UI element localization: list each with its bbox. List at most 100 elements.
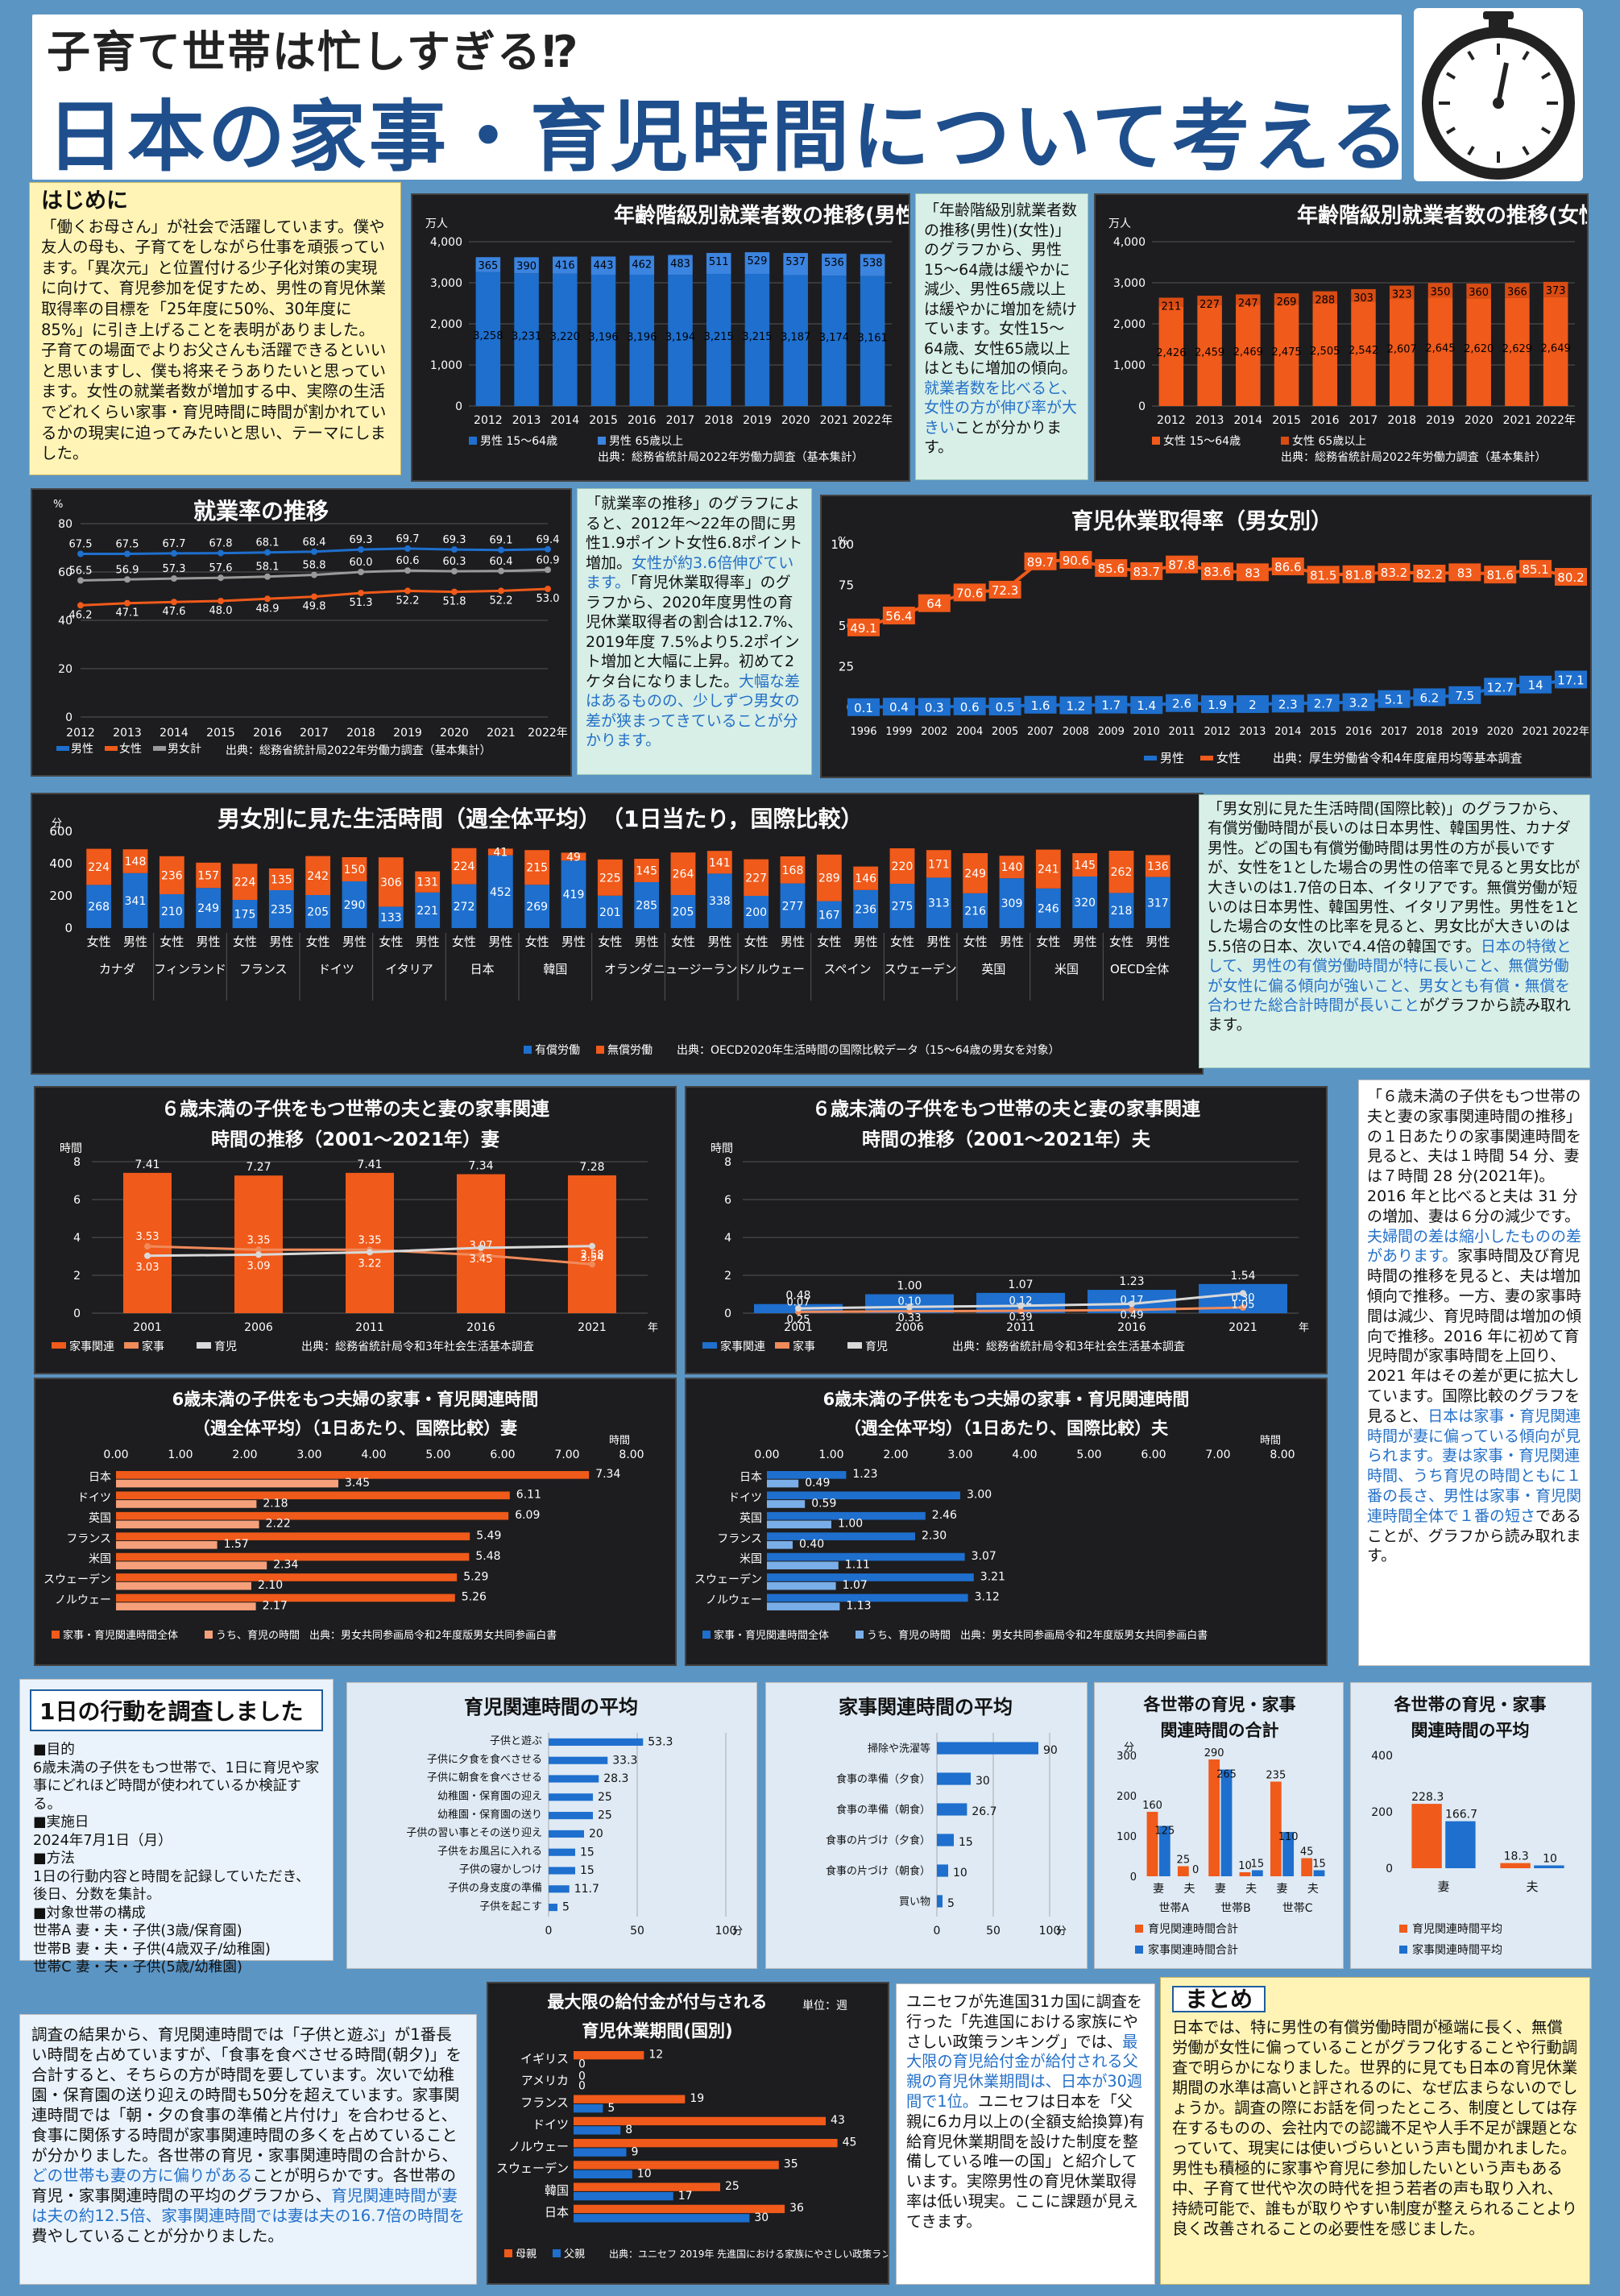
bar	[116, 1479, 338, 1488]
data-label: 87.8	[1168, 558, 1195, 573]
result-panel: 調査の結果から、育児関連時間では「子供と遊ぶ」が1番長い時間を占めていますが、「…	[19, 2014, 477, 2285]
bar	[116, 1511, 509, 1520]
tick-label: アメリカ	[521, 2074, 569, 2088]
tick-label: 妻	[1437, 1879, 1449, 1894]
data-label: 26.7	[972, 1805, 996, 1818]
data-label: 536	[824, 257, 844, 269]
summary-heading: まとめ	[1172, 1986, 1266, 2012]
chart-childcare-panel: 育児関連時間の平均 0 50 100 分 子供と遊ぶ 53.3 子供に夕食を食べさせる 33.3…	[346, 1682, 757, 1969]
bar	[574, 2148, 627, 2157]
bar	[122, 872, 148, 928]
tick-label: 3,000	[1113, 277, 1146, 290]
point	[1166, 555, 1199, 574]
data-label: 215	[526, 862, 548, 875]
data-label: 224	[88, 861, 110, 874]
bar	[816, 854, 842, 901]
bar	[549, 1775, 599, 1783]
bar	[574, 2103, 603, 2113]
data-label: 0.59	[811, 1497, 836, 1510]
data-label: 289	[818, 872, 840, 885]
data-label: 6.2	[1419, 690, 1439, 705]
chart-men-panel: 年齢階級別就業者数の推移(男性) 万人 0 1,000 2,000 3,000 4,000 3…	[411, 193, 926, 482]
tick-label: 子供を起こす	[479, 1900, 542, 1913]
data-label: 17.1	[1557, 673, 1584, 687]
data-label: 7.41	[135, 1158, 160, 1171]
unicef-panel: ユニセフが先進国31カ国に調査を行った「先進国における家族にやさしい政策ランキン…	[896, 1983, 1155, 2285]
bar	[116, 1540, 218, 1549]
data-label: 2,645	[1425, 343, 1455, 355]
bar	[706, 274, 731, 406]
data-label: 1.11	[845, 1559, 870, 1572]
tick-label: 5.00	[1076, 1448, 1101, 1461]
tick-label: 2011	[1006, 1321, 1035, 1334]
tick-label: 2014	[160, 727, 189, 740]
tick-label: 200	[1371, 1806, 1393, 1819]
tick-label: 2017	[1381, 726, 1407, 738]
data-label: 3.21	[980, 1570, 1005, 1583]
point	[847, 698, 880, 716]
bar	[574, 2214, 750, 2223]
tick-label: 2015	[206, 727, 235, 740]
tick-label: 100	[715, 1925, 737, 1938]
bar	[780, 883, 806, 928]
unicef-b: ユニセフは日本を「父親に6カ月以上の(全額支給換算)有給育児休業期間を設けた制度…	[906, 2091, 1145, 2231]
tick-label: 女性	[1036, 935, 1060, 949]
tick-label: 60	[58, 566, 73, 579]
source: 出典：総務省統計局令和3年社会生活基本調査	[952, 1340, 1185, 1353]
bar	[1445, 1821, 1476, 1868]
data-label: 2,426	[1156, 347, 1186, 359]
data-label: 56.9	[116, 564, 139, 576]
tick-label: イタリア	[385, 962, 433, 976]
tick-label: 夫	[1526, 1879, 1538, 1894]
point	[1240, 1290, 1246, 1297]
data-label: 12.7	[1486, 680, 1513, 694]
data-label: 3.54	[581, 1252, 604, 1264]
bar	[1427, 297, 1453, 406]
tick-label: 女性	[233, 935, 257, 949]
tick-label: 2015	[589, 414, 618, 427]
legend-label: うち、育児の時間	[867, 1629, 951, 1642]
survey-line: 世帯A 妻・夫・子供(3歳/保育園)	[33, 1923, 242, 1939]
data-label: 17	[678, 2190, 693, 2203]
bar	[1208, 1759, 1220, 1876]
data-label: 5.1	[1385, 693, 1404, 707]
tick-label: 2022年	[852, 414, 893, 427]
tick-label: ドイツ	[728, 1491, 762, 1504]
legend-label: 母親	[516, 2248, 537, 2261]
bar	[1282, 1832, 1295, 1876]
legend-label: 家事関連	[69, 1340, 114, 1353]
data-label: 85.1	[1522, 562, 1548, 577]
tick-label: 6.00	[1141, 1448, 1166, 1461]
note-employment-tail: ことが分かります。	[924, 418, 1063, 457]
bar	[1274, 304, 1299, 406]
bar	[86, 885, 112, 928]
bar	[116, 1594, 455, 1602]
data-label: 320	[1074, 897, 1096, 910]
series-line	[80, 587, 549, 607]
point	[988, 580, 1021, 599]
stopwatch-icon	[1414, 8, 1583, 181]
legend-label: 家事関連時間合計	[1148, 1943, 1238, 1957]
data-label: 200	[745, 906, 767, 919]
survey-line: 世帯B 妻・夫・子供(4歳双子/幼稚園)	[33, 1941, 271, 1958]
tick-label: 8	[724, 1156, 731, 1169]
bar	[767, 1552, 965, 1561]
tick-label: 1,000	[1113, 359, 1146, 372]
tick-label: 女性	[87, 935, 111, 949]
data-label: 150	[344, 864, 366, 877]
bar	[1197, 296, 1222, 305]
point	[1413, 564, 1446, 582]
bar	[524, 850, 550, 885]
data-label: 3,196	[627, 332, 657, 344]
tick-label: 幼稚園・保育園の迎え	[437, 1790, 542, 1803]
point	[1307, 566, 1340, 584]
data-label: 82.2	[1416, 567, 1443, 582]
legend-label: 育児関連時間平均	[1412, 1923, 1502, 1936]
tick-label: スウェーデン	[44, 1573, 111, 1586]
bar	[767, 1479, 799, 1488]
chart-title: ６歳未満の子供をもつ世帯の夫と妻の家事関連	[812, 1098, 1201, 1120]
tick-label: 2,000	[1113, 318, 1146, 331]
tick-label: 2020	[1465, 414, 1494, 427]
data-label: 33.3	[612, 1754, 637, 1767]
data-label: 49.8	[303, 601, 326, 613]
